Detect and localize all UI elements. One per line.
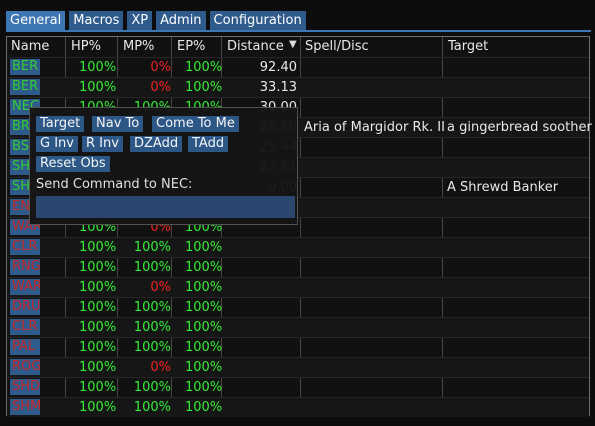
table-row[interactable]: CLR 100% 100% 100% xyxy=(7,317,589,337)
table-row[interactable]: SHM 100% 100% 100% xyxy=(7,397,589,417)
group-invite-button[interactable]: G Inv xyxy=(36,136,78,152)
reset-obs-button[interactable]: Reset Obs xyxy=(36,156,110,172)
header-target[interactable]: Target xyxy=(448,39,489,54)
ep-cell: 100% xyxy=(185,320,223,335)
table-row[interactable]: ROG 100% 0% 100% xyxy=(7,357,589,377)
target-cell: A Shrewd Banker xyxy=(447,180,559,195)
tab-macros[interactable]: Macros xyxy=(69,11,124,30)
distance-cell: 92.40 xyxy=(259,60,297,75)
class-name-cell[interactable]: SHM xyxy=(10,399,40,415)
ep-cell: 100% xyxy=(185,400,223,415)
target-cell: a gingerbread soother xyxy=(447,120,592,135)
table-row[interactable]: SHD 100% 100% 100% xyxy=(7,377,589,397)
context-popup: Target Nav To Come To Me G Inv R Inv DZA… xyxy=(29,107,298,225)
header-ep[interactable]: EP% xyxy=(177,39,206,54)
spell-cell: Aria of Margidor Rk. II xyxy=(304,120,445,135)
header-name[interactable]: Name xyxy=(11,39,50,54)
tab-xp[interactable]: XP xyxy=(127,11,153,30)
class-name-cell[interactable]: BER xyxy=(10,79,40,95)
hp-cell: 100% xyxy=(79,320,117,335)
header-distance[interactable]: Distance xyxy=(227,39,284,54)
hp-cell: 100% xyxy=(79,400,117,415)
header-hp[interactable]: HP% xyxy=(71,39,101,54)
mp-cell: 0% xyxy=(150,280,171,295)
dz-add-button[interactable]: DZAdd xyxy=(130,136,183,152)
mp-cell: 100% xyxy=(133,320,171,335)
class-name-cell[interactable]: WAR xyxy=(10,279,40,295)
command-input[interactable] xyxy=(36,196,295,218)
header-mp[interactable]: MP% xyxy=(123,39,155,54)
come-to-me-button[interactable]: Come To Me xyxy=(152,116,239,132)
hp-cell: 100% xyxy=(79,360,117,375)
mp-cell: 100% xyxy=(133,260,171,275)
ep-cell: 100% xyxy=(185,340,223,355)
mp-cell: 0% xyxy=(150,80,171,95)
column-divider xyxy=(65,37,66,415)
column-divider xyxy=(171,37,172,415)
tab-configuration[interactable]: Configuration xyxy=(209,11,306,30)
column-divider xyxy=(300,37,301,415)
hp-cell: 100% xyxy=(79,80,117,95)
tab-underline xyxy=(6,30,591,32)
target-button[interactable]: Target xyxy=(36,116,85,132)
mp-cell: 100% xyxy=(133,340,171,355)
table-row[interactable]: DRU 100% 100% 100% xyxy=(7,297,589,317)
task-add-button[interactable]: TAdd xyxy=(188,136,229,152)
mp-cell: 100% xyxy=(133,240,171,255)
hp-cell: 100% xyxy=(79,380,117,395)
class-name-cell[interactable]: RNG xyxy=(10,259,40,275)
table-row[interactable]: BER 100% 0% 100% 33.13 xyxy=(7,77,589,97)
ep-cell: 100% xyxy=(185,360,223,375)
nav-to-button[interactable]: Nav To xyxy=(92,116,144,132)
class-name-cell[interactable]: DRU xyxy=(10,299,40,315)
raid-invite-button[interactable]: R Inv xyxy=(82,136,123,152)
ep-cell: 100% xyxy=(185,300,223,315)
tab-general[interactable]: General xyxy=(6,11,66,30)
table-row[interactable]: WAR 100% 0% 100% xyxy=(7,277,589,297)
table-row[interactable]: CLR 100% 100% 100% xyxy=(7,237,589,257)
table-row[interactable]: RNG 100% 100% 100% xyxy=(7,257,589,277)
mp-cell: 100% xyxy=(133,400,171,415)
mp-cell: 100% xyxy=(133,380,171,395)
group-table: Name HP% MP% EP% Distance ▼ Spell/Disc T… xyxy=(6,36,592,417)
mp-cell: 0% xyxy=(150,60,171,75)
mp-cell: 100% xyxy=(133,300,171,315)
hp-cell: 100% xyxy=(79,300,117,315)
ep-cell: 100% xyxy=(185,80,223,95)
ep-cell: 100% xyxy=(185,260,223,275)
distance-cell: 33.13 xyxy=(259,80,297,95)
mp-cell: 0% xyxy=(150,360,171,375)
table-header: Name HP% MP% EP% Distance ▼ Spell/Disc T… xyxy=(7,37,589,57)
ep-cell: 100% xyxy=(185,280,223,295)
send-command-label: Send Command to NEC: xyxy=(36,177,193,192)
table-row[interactable]: BER 100% 0% 100% 92.40 xyxy=(7,57,589,77)
hp-cell: 100% xyxy=(79,240,117,255)
tab-bar: General Macros XP Admin Configuration xyxy=(6,11,306,30)
ep-cell: 100% xyxy=(185,60,223,75)
class-name-cell[interactable]: ROG xyxy=(10,359,40,375)
class-name-cell[interactable]: PAL xyxy=(10,339,40,355)
header-spell[interactable]: Spell/Disc xyxy=(305,39,369,54)
class-name-cell[interactable]: CLR xyxy=(10,319,40,335)
tab-admin[interactable]: Admin xyxy=(156,11,206,30)
class-name-cell[interactable]: BER xyxy=(10,59,40,75)
sort-descending-icon: ▼ xyxy=(289,39,297,50)
class-name-cell[interactable]: SHD xyxy=(10,379,40,395)
class-name-cell[interactable]: CLR xyxy=(10,239,40,255)
ep-cell: 100% xyxy=(185,240,223,255)
hp-cell: 100% xyxy=(79,280,117,295)
hp-cell: 100% xyxy=(79,340,117,355)
hp-cell: 100% xyxy=(79,60,117,75)
ep-cell: 100% xyxy=(185,380,223,395)
hp-cell: 100% xyxy=(79,260,117,275)
table-row[interactable]: PAL 100% 100% 100% xyxy=(7,337,589,357)
column-divider xyxy=(442,37,443,415)
column-divider xyxy=(221,37,222,415)
column-divider xyxy=(117,37,118,415)
